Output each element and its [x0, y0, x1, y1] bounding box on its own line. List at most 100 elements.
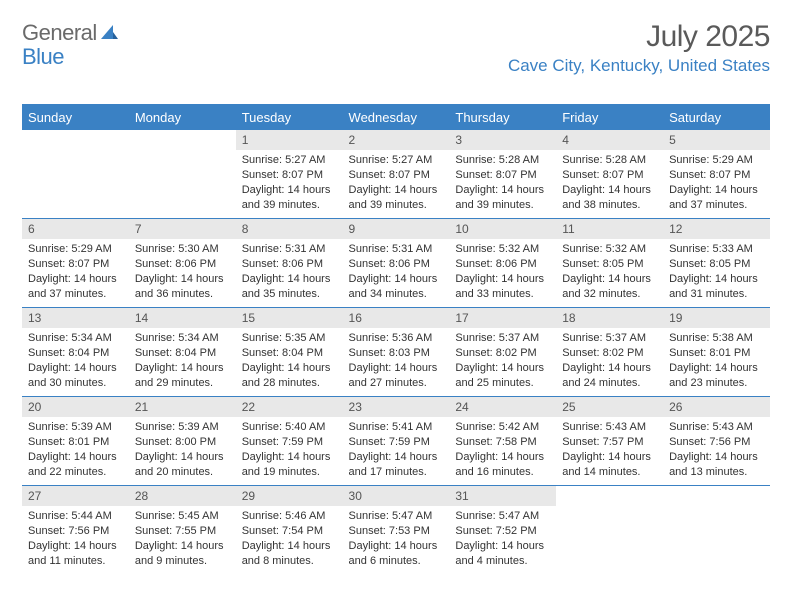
day-number: 26: [663, 397, 770, 417]
day-cell-body: Sunrise: 5:37 AMSunset: 8:02 PMDaylight:…: [556, 328, 663, 397]
day-details: Sunrise: 5:36 AMSunset: 8:03 PMDaylight:…: [343, 328, 450, 396]
day-number: [556, 486, 663, 506]
day-cell-header: 20: [22, 397, 129, 418]
day-cell-header: 1: [236, 130, 343, 151]
day-number: 9: [343, 219, 450, 239]
title-block: July 2025 Cave City, Kentucky, United St…: [508, 20, 770, 76]
day-body-row: Sunrise: 5:34 AMSunset: 8:04 PMDaylight:…: [22, 328, 770, 397]
weekday-header: Sunday: [22, 106, 129, 130]
day-details: Sunrise: 5:35 AMSunset: 8:04 PMDaylight:…: [236, 328, 343, 396]
day-cell-header: [556, 486, 663, 507]
day-cell-header: 24: [449, 397, 556, 418]
day-details: Sunrise: 5:46 AMSunset: 7:54 PMDaylight:…: [236, 506, 343, 574]
day-cell-header: 27: [22, 486, 129, 507]
day-cell-header: [22, 130, 129, 151]
day-details: Sunrise: 5:29 AMSunset: 8:07 PMDaylight:…: [663, 150, 770, 218]
day-cell-body: [556, 506, 663, 574]
day-cell-header: 11: [556, 219, 663, 240]
day-cell-body: Sunrise: 5:30 AMSunset: 8:06 PMDaylight:…: [129, 239, 236, 308]
day-cell-body: Sunrise: 5:44 AMSunset: 7:56 PMDaylight:…: [22, 506, 129, 574]
day-number: 28: [129, 486, 236, 506]
day-cell-header: 30: [343, 486, 450, 507]
day-cell-header: 15: [236, 308, 343, 329]
day-cell-header: 9: [343, 219, 450, 240]
day-cell-body: Sunrise: 5:35 AMSunset: 8:04 PMDaylight:…: [236, 328, 343, 397]
day-details: Sunrise: 5:41 AMSunset: 7:59 PMDaylight:…: [343, 417, 450, 485]
day-cell-body: Sunrise: 5:43 AMSunset: 7:56 PMDaylight:…: [663, 417, 770, 486]
weekday-header: Wednesday: [343, 106, 450, 130]
day-details: [556, 506, 663, 574]
daynum-row: 12345: [22, 130, 770, 151]
day-cell-header: 13: [22, 308, 129, 329]
weekday-header: Thursday: [449, 106, 556, 130]
day-number: 19: [663, 308, 770, 328]
day-details: Sunrise: 5:34 AMSunset: 8:04 PMDaylight:…: [22, 328, 129, 396]
day-cell-body: Sunrise: 5:29 AMSunset: 8:07 PMDaylight:…: [663, 150, 770, 219]
day-cell-body: Sunrise: 5:42 AMSunset: 7:58 PMDaylight:…: [449, 417, 556, 486]
day-details: Sunrise: 5:43 AMSunset: 7:56 PMDaylight:…: [663, 417, 770, 485]
day-cell-body: [22, 150, 129, 219]
day-details: Sunrise: 5:39 AMSunset: 8:01 PMDaylight:…: [22, 417, 129, 485]
day-cell-header: 2: [343, 130, 450, 151]
day-number: 31: [449, 486, 556, 506]
day-cell-body: Sunrise: 5:40 AMSunset: 7:59 PMDaylight:…: [236, 417, 343, 486]
day-cell-header: 7: [129, 219, 236, 240]
day-details: Sunrise: 5:32 AMSunset: 8:06 PMDaylight:…: [449, 239, 556, 307]
day-cell-header: 14: [129, 308, 236, 329]
day-details: Sunrise: 5:43 AMSunset: 7:57 PMDaylight:…: [556, 417, 663, 485]
day-cell-header: 16: [343, 308, 450, 329]
weekday-header: Tuesday: [236, 106, 343, 130]
location-text: Cave City, Kentucky, United States: [508, 56, 770, 76]
day-number: 25: [556, 397, 663, 417]
day-cell-body: Sunrise: 5:27 AMSunset: 8:07 PMDaylight:…: [343, 150, 450, 219]
day-details: [129, 150, 236, 218]
day-number: [22, 130, 129, 150]
day-number: 1: [236, 130, 343, 150]
header: General July 2025 Cave City, Kentucky, U…: [22, 20, 770, 76]
day-number: 27: [22, 486, 129, 506]
day-cell-header: 6: [22, 219, 129, 240]
day-number: 29: [236, 486, 343, 506]
day-details: Sunrise: 5:47 AMSunset: 7:53 PMDaylight:…: [343, 506, 450, 574]
day-cell-header: 31: [449, 486, 556, 507]
day-details: [663, 506, 770, 574]
day-cell-body: Sunrise: 5:45 AMSunset: 7:55 PMDaylight:…: [129, 506, 236, 574]
day-number: 6: [22, 219, 129, 239]
day-body-row: Sunrise: 5:44 AMSunset: 7:56 PMDaylight:…: [22, 506, 770, 574]
day-number: 7: [129, 219, 236, 239]
day-number: 17: [449, 308, 556, 328]
day-cell-body: [663, 506, 770, 574]
daynum-row: 2728293031: [22, 486, 770, 507]
day-number: 18: [556, 308, 663, 328]
day-cell-body: Sunrise: 5:47 AMSunset: 7:52 PMDaylight:…: [449, 506, 556, 574]
day-details: Sunrise: 5:28 AMSunset: 8:07 PMDaylight:…: [556, 150, 663, 218]
day-details: Sunrise: 5:28 AMSunset: 8:07 PMDaylight:…: [449, 150, 556, 218]
weekday-header: Saturday: [663, 106, 770, 130]
day-cell-header: 5: [663, 130, 770, 151]
day-cell-header: 21: [129, 397, 236, 418]
day-details: Sunrise: 5:31 AMSunset: 8:06 PMDaylight:…: [343, 239, 450, 307]
day-cell-header: 25: [556, 397, 663, 418]
day-number: 2: [343, 130, 450, 150]
weekday-header: Friday: [556, 106, 663, 130]
day-cell-body: Sunrise: 5:31 AMSunset: 8:06 PMDaylight:…: [343, 239, 450, 308]
daynum-row: 13141516171819: [22, 308, 770, 329]
day-cell-header: 22: [236, 397, 343, 418]
day-number: 14: [129, 308, 236, 328]
day-number: 15: [236, 308, 343, 328]
day-number: 21: [129, 397, 236, 417]
day-details: Sunrise: 5:39 AMSunset: 8:00 PMDaylight:…: [129, 417, 236, 485]
weekday-header: Monday: [129, 106, 236, 130]
day-details: Sunrise: 5:40 AMSunset: 7:59 PMDaylight:…: [236, 417, 343, 485]
day-details: Sunrise: 5:47 AMSunset: 7:52 PMDaylight:…: [449, 506, 556, 574]
day-cell-body: Sunrise: 5:28 AMSunset: 8:07 PMDaylight:…: [449, 150, 556, 219]
day-details: Sunrise: 5:42 AMSunset: 7:58 PMDaylight:…: [449, 417, 556, 485]
day-cell-body: Sunrise: 5:32 AMSunset: 8:05 PMDaylight:…: [556, 239, 663, 308]
weekday-header-row: Sunday Monday Tuesday Wednesday Thursday…: [22, 106, 770, 130]
day-cell-header: [129, 130, 236, 151]
day-number: 8: [236, 219, 343, 239]
day-body-row: Sunrise: 5:27 AMSunset: 8:07 PMDaylight:…: [22, 150, 770, 219]
day-cell-header: 4: [556, 130, 663, 151]
day-cell-header: 8: [236, 219, 343, 240]
day-cell-body: Sunrise: 5:43 AMSunset: 7:57 PMDaylight:…: [556, 417, 663, 486]
